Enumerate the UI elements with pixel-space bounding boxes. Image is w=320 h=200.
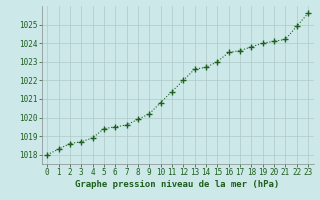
X-axis label: Graphe pression niveau de la mer (hPa): Graphe pression niveau de la mer (hPa) (76, 180, 280, 189)
